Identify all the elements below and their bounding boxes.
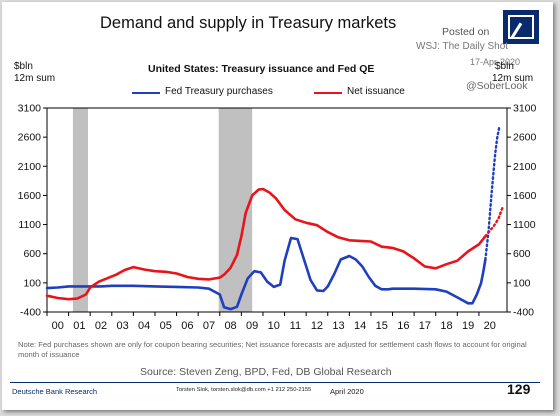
x-tick-label: 17 — [419, 320, 431, 332]
x-tick-label: 08 — [224, 320, 236, 332]
x-tick-label: 00 — [52, 320, 64, 332]
x-tick-label: 13 — [332, 320, 344, 332]
plot-frame — [46, 107, 508, 313]
x-tick-label: 06 — [181, 320, 193, 332]
x-tick-label: 19 — [462, 320, 474, 332]
chart-title: United States: Treasury issuance and Fed… — [148, 63, 375, 75]
posted-source: WSJ: The Daily Shot — [416, 41, 509, 52]
x-tick-label: 18 — [440, 320, 452, 332]
source-line: Source: Steven Zeng, BPD, Fed, DB Global… — [140, 366, 392, 378]
x-tick-label: 20 — [484, 320, 496, 332]
x-tick-label: 04 — [138, 320, 150, 332]
x-tick-label: 01 — [73, 320, 85, 332]
x-tick-label: 03 — [116, 320, 128, 332]
brand-label: Deutsche Bank Research — [12, 387, 98, 396]
x-tick-label: 12 — [311, 320, 323, 332]
x-tick-label: 11 — [290, 320, 301, 332]
y-tick-label-left: 2600 — [18, 132, 42, 144]
y-tick-label-right: 2100 — [513, 161, 537, 173]
y-tick-label-left: 2100 — [18, 161, 42, 173]
social-handle: @SoberLook — [466, 80, 528, 92]
slide-card — [2, 2, 553, 410]
legend-swatch-net — [314, 92, 342, 94]
y-tick-label-left: -400 — [20, 307, 41, 319]
left-axis-unit-line1: $bln — [14, 61, 33, 72]
right-axis-unit-line2: 12m sum — [492, 73, 534, 84]
author-contact: Torsten Slok, torsten.slok@db.com +1 212… — [176, 387, 312, 393]
x-tick-label: 02 — [95, 320, 107, 332]
slide-title: Demand and supply in Treasury markets — [100, 14, 397, 32]
series-line-fed-forecast — [484, 125, 501, 261]
y-tick-label-right: 3100 — [513, 103, 537, 115]
x-tick-label: 16 — [397, 320, 409, 332]
y-tick-label-right: 2600 — [513, 132, 537, 144]
series-line-fed — [45, 236, 487, 311]
report-date: April 2020 — [330, 387, 364, 396]
deutsche-bank-logo — [503, 10, 539, 44]
legend-swatch-fed — [132, 92, 160, 94]
x-tick-label: 05 — [160, 320, 172, 332]
x-tick-label: 10 — [268, 320, 280, 332]
y-tick-label-right: 1600 — [513, 190, 537, 202]
recession-band-0 — [72, 108, 89, 312]
x-tick-label: 14 — [354, 320, 366, 332]
posted-on-label: Posted on — [442, 26, 490, 38]
legend-label-net: Net issuance — [347, 86, 405, 97]
left-axis-unit-line2: 12m sum — [14, 73, 56, 84]
series-line-net — [45, 187, 487, 301]
x-tick-label: 09 — [246, 320, 258, 332]
x-tick-label: 07 — [203, 320, 215, 332]
y-tick-label-right: 600 — [513, 248, 531, 260]
y-tick-label-right: -400 — [513, 307, 534, 319]
y-tick-label-left: 1100 — [18, 219, 41, 231]
right-axis-unit-line1: $bln — [495, 61, 514, 72]
page-number: 129 — [507, 381, 531, 397]
series-line-net-forecast — [484, 205, 504, 238]
y-tick-label-left: 3100 — [18, 103, 42, 115]
posted-date: 17-Apr-2020 — [470, 57, 521, 67]
y-tick-label-right: 1100 — [513, 219, 536, 231]
y-tick-label-right: 100 — [513, 277, 531, 289]
x-tick-label: 15 — [376, 320, 388, 332]
y-tick-label-left: 100 — [23, 277, 41, 289]
footnote: Note: Fed purchases shown are only for c… — [18, 340, 527, 359]
y-tick-label-left: 1600 — [18, 190, 42, 202]
footer-divider — [10, 382, 540, 383]
legend-label-fed: Fed Treasury purchases — [165, 86, 273, 97]
y-tick-label-left: 600 — [23, 248, 41, 260]
